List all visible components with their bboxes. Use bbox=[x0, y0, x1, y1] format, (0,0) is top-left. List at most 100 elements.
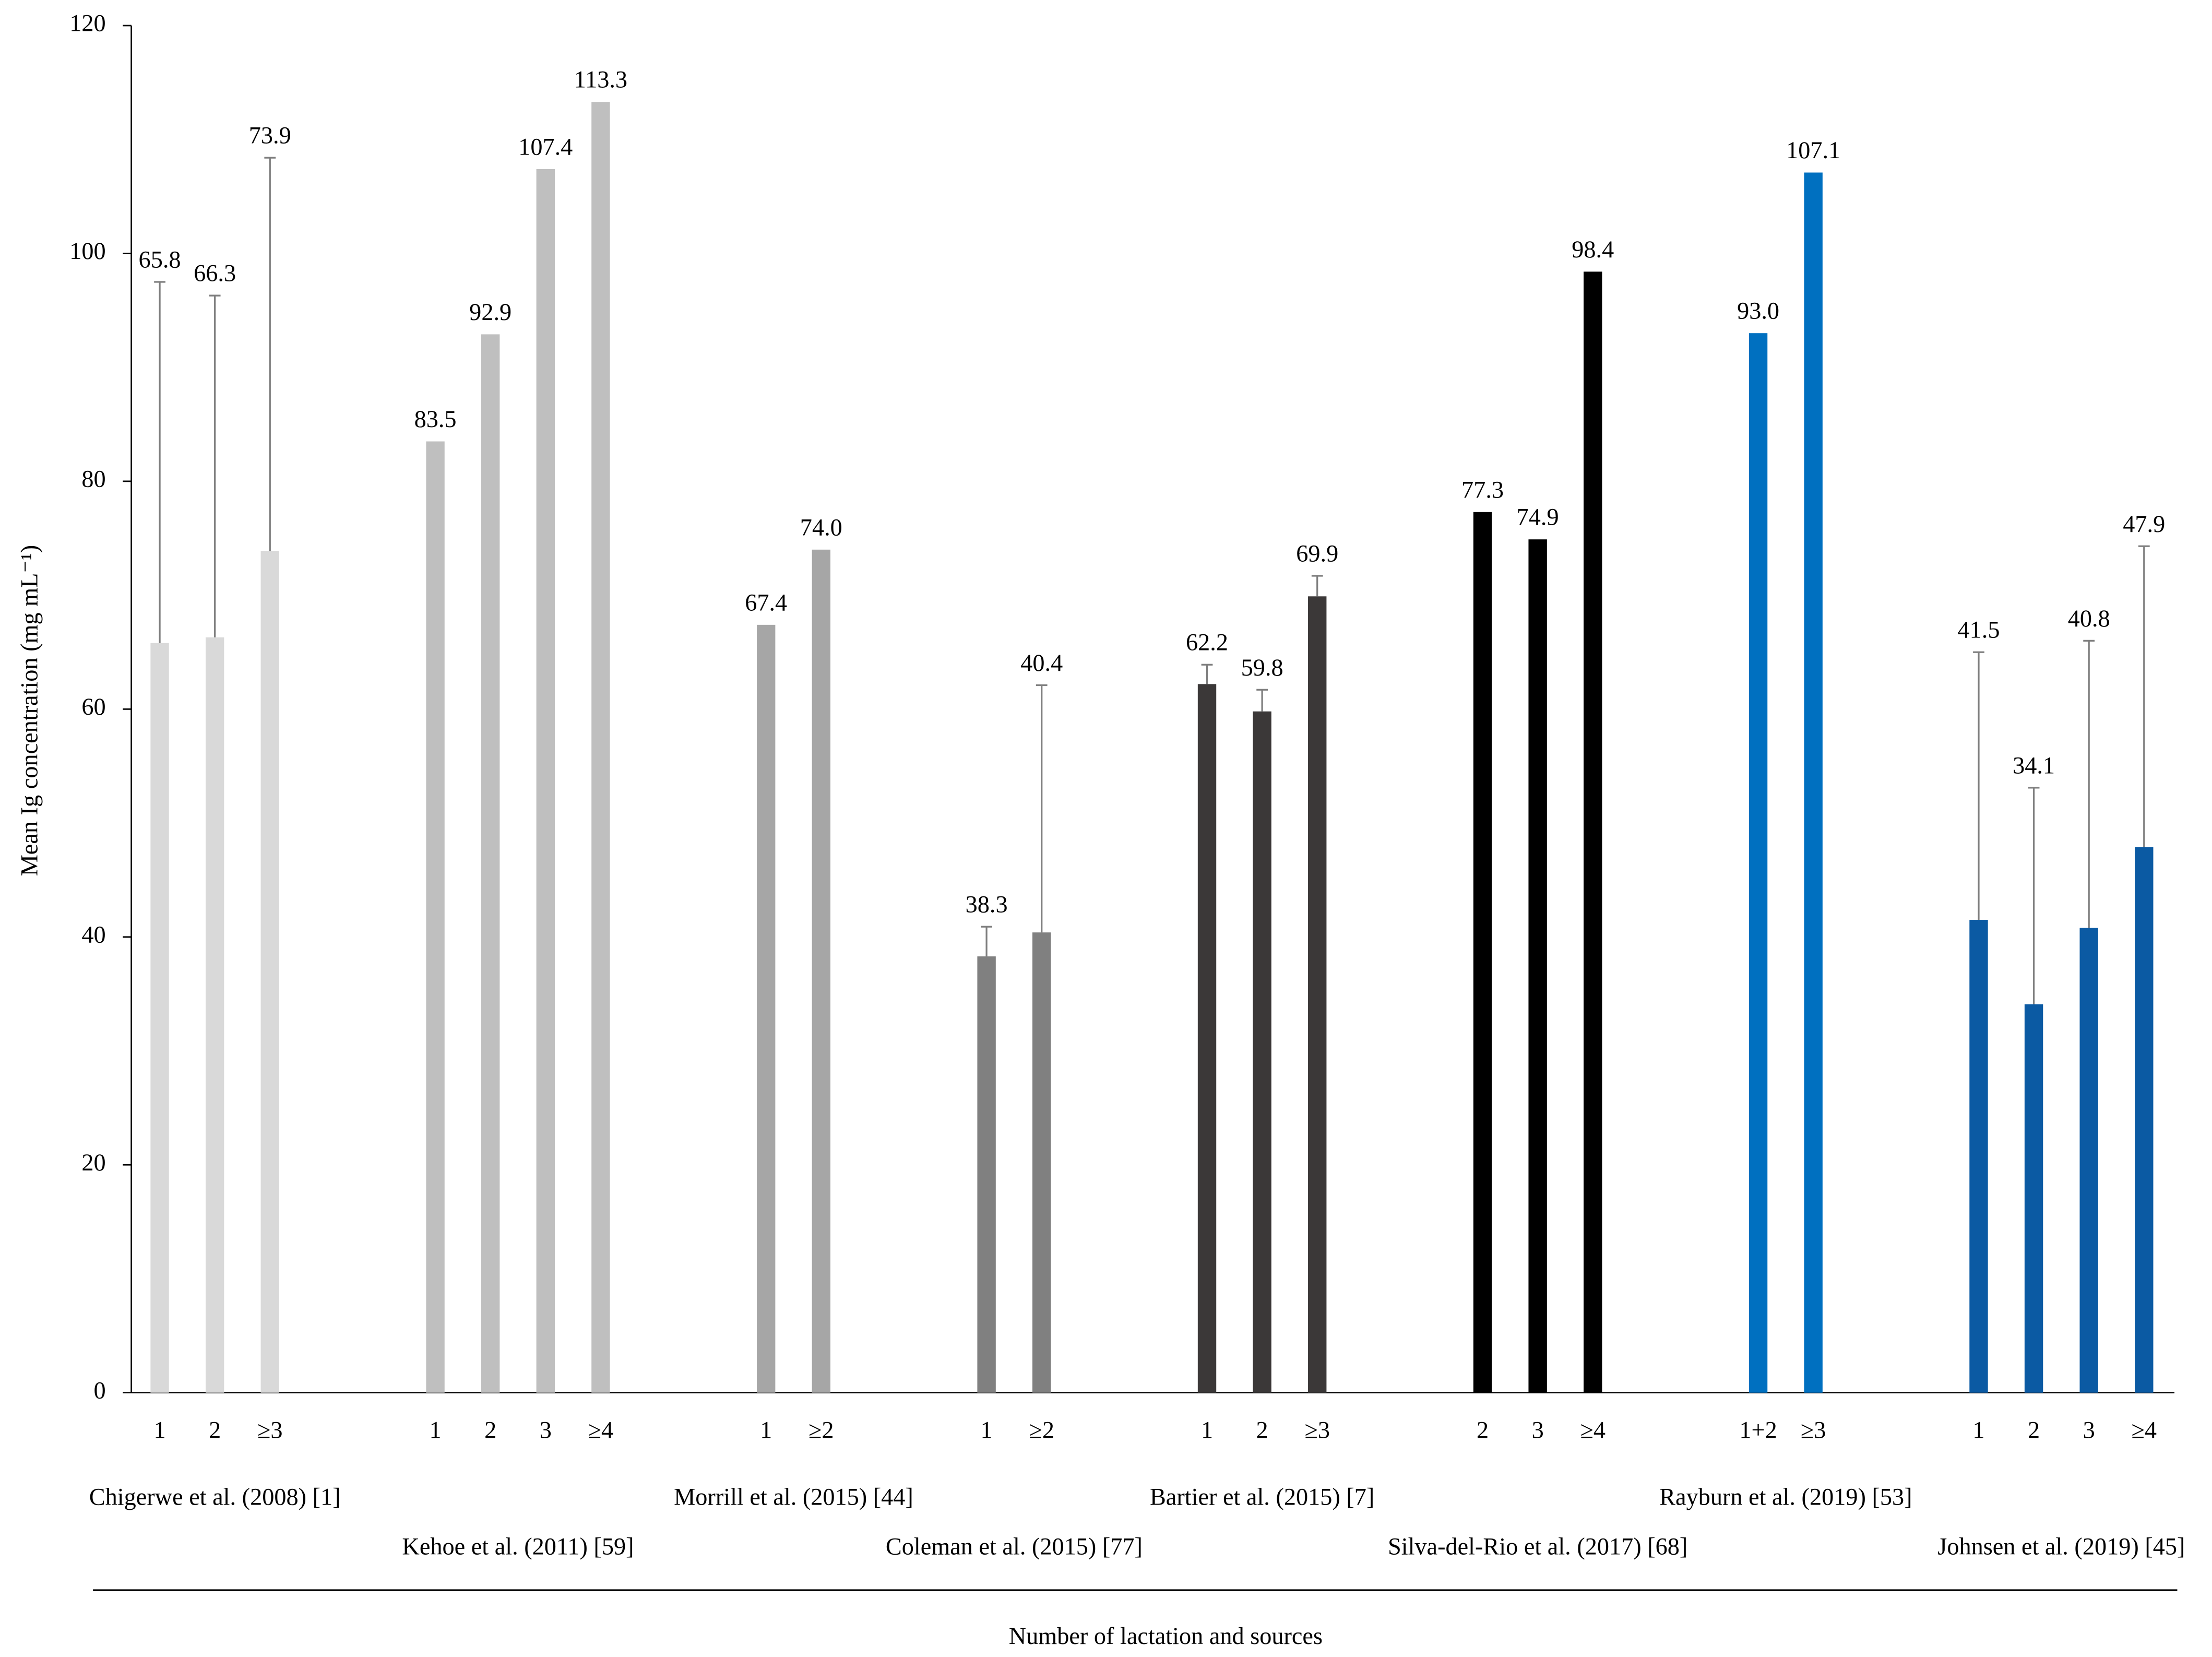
x-tick-label: 3 bbox=[1532, 1417, 1544, 1444]
group-label: Coleman et al. (2015) [77] bbox=[886, 1534, 1143, 1560]
x-tick-label: 1 bbox=[981, 1417, 993, 1444]
bar bbox=[426, 441, 445, 1393]
group-label: Bartier et al. (2015) [7] bbox=[1150, 1484, 1374, 1510]
value-label: 113.3 bbox=[574, 67, 627, 93]
bar bbox=[977, 956, 996, 1393]
bar bbox=[2079, 928, 2098, 1393]
x-tick-label: ≥3 bbox=[1304, 1417, 1330, 1444]
x-tick-label: 2 bbox=[1477, 1417, 1489, 1444]
error-bar bbox=[154, 281, 165, 643]
y-tick-label: 0 bbox=[93, 1377, 105, 1404]
x-tick-label: ≥3 bbox=[1801, 1417, 1826, 1444]
bar bbox=[150, 643, 169, 1393]
x-tick-label: 1+2 bbox=[1739, 1417, 1777, 1444]
error-bar bbox=[1973, 651, 1984, 920]
y-tick-label: 40 bbox=[81, 921, 105, 948]
group-label: Silva-del-Rio et al. (2017) [68] bbox=[1388, 1534, 1687, 1560]
value-label: 69.9 bbox=[1296, 541, 1338, 567]
bar bbox=[1197, 684, 1217, 1393]
x-tick-label: 1 bbox=[1201, 1417, 1213, 1444]
value-label: 93.0 bbox=[1737, 298, 1779, 325]
value-label: 40.4 bbox=[1020, 650, 1063, 677]
bar bbox=[2024, 1004, 2043, 1393]
bar bbox=[1473, 512, 1492, 1393]
x-tick-label: 2 bbox=[209, 1417, 221, 1444]
x-tick-label: ≥3 bbox=[257, 1417, 283, 1444]
bar bbox=[757, 624, 776, 1393]
error-bar bbox=[1256, 689, 1268, 712]
bar bbox=[1308, 596, 1327, 1393]
error-bar bbox=[209, 294, 221, 637]
error-bar bbox=[2138, 545, 2150, 847]
x-tick-label: 1 bbox=[153, 1417, 165, 1444]
x-tick-label: 3 bbox=[2083, 1417, 2095, 1444]
value-label: 47.9 bbox=[2123, 511, 2165, 538]
value-label: 67.4 bbox=[745, 589, 787, 616]
bar bbox=[1032, 932, 1051, 1393]
y-tick-label: 60 bbox=[81, 694, 105, 720]
bar bbox=[591, 102, 610, 1393]
y-tick-label: 20 bbox=[81, 1150, 105, 1176]
x-tick-label: 2 bbox=[2028, 1417, 2040, 1444]
value-label: 83.5 bbox=[414, 406, 457, 433]
bar bbox=[2135, 847, 2154, 1393]
bar bbox=[536, 169, 555, 1393]
x-tick-label: ≥2 bbox=[1029, 1417, 1054, 1444]
y-tick-label: 120 bbox=[69, 10, 105, 37]
error-bar bbox=[981, 926, 993, 956]
bar bbox=[1969, 920, 1988, 1393]
value-label: 66.3 bbox=[194, 261, 236, 287]
value-label: 107.1 bbox=[1786, 137, 1840, 164]
value-label: 74.9 bbox=[1517, 504, 1559, 531]
bar bbox=[205, 637, 224, 1393]
bar bbox=[1584, 271, 1602, 1393]
error-bar bbox=[1201, 664, 1213, 684]
x-tick-label: ≥4 bbox=[2132, 1417, 2157, 1444]
group-label: Morrill et al. (2015) [44] bbox=[674, 1484, 913, 1510]
bar bbox=[1804, 172, 1823, 1393]
value-label: 98.4 bbox=[1572, 236, 1614, 263]
value-label: 38.3 bbox=[966, 892, 1008, 918]
y-tick-label: 100 bbox=[69, 238, 105, 265]
x-tick-label: 1 bbox=[1972, 1417, 1984, 1444]
value-label: 65.8 bbox=[139, 247, 181, 274]
bar bbox=[812, 549, 830, 1393]
bar bbox=[1749, 333, 1768, 1393]
group-label: Chigerwe et al. (2008) [1] bbox=[89, 1484, 341, 1510]
error-bar bbox=[264, 157, 276, 551]
group-label: Johnsen et al. (2019) [45] bbox=[1937, 1534, 2185, 1560]
x-axis-title: Number of lactation and sources bbox=[1009, 1623, 1323, 1650]
value-label: 34.1 bbox=[2013, 752, 2055, 779]
x-tick-label: 2 bbox=[1256, 1417, 1268, 1444]
value-label: 62.2 bbox=[1186, 630, 1228, 656]
x-tick-label: ≥2 bbox=[808, 1417, 834, 1444]
bar bbox=[260, 551, 279, 1393]
value-label: 92.9 bbox=[469, 299, 512, 326]
bar bbox=[1528, 539, 1547, 1393]
error-bar bbox=[1311, 575, 1323, 597]
x-tick-label: 2 bbox=[484, 1417, 496, 1444]
value-label: 59.8 bbox=[1241, 655, 1283, 681]
value-label: 41.5 bbox=[1957, 617, 2000, 644]
error-bar bbox=[1036, 684, 1048, 933]
group-label: Kehoe et al. (2011) [59] bbox=[402, 1534, 634, 1560]
value-label: 40.8 bbox=[2068, 606, 2110, 632]
value-label: 77.3 bbox=[1461, 477, 1504, 503]
error-bar bbox=[2028, 787, 2040, 1004]
error-bar bbox=[2083, 640, 2095, 928]
group-label: Rayburn et al. (2019) [53] bbox=[1659, 1484, 1912, 1510]
x-tick-label: 1 bbox=[760, 1417, 772, 1444]
x-tick-label: ≥4 bbox=[588, 1417, 614, 1444]
value-label: 107.4 bbox=[518, 134, 573, 160]
y-axis-title: Mean Ig concentration (mg mL⁻¹) bbox=[17, 545, 43, 876]
bar bbox=[1253, 711, 1271, 1393]
x-tick-label: 3 bbox=[540, 1417, 552, 1444]
x-tick-label: 1 bbox=[430, 1417, 442, 1444]
value-label: 74.0 bbox=[800, 514, 842, 541]
bar bbox=[481, 334, 500, 1393]
y-tick-label: 80 bbox=[81, 466, 105, 493]
x-tick-label: ≥4 bbox=[1580, 1417, 1606, 1444]
value-label: 73.9 bbox=[249, 123, 291, 149]
